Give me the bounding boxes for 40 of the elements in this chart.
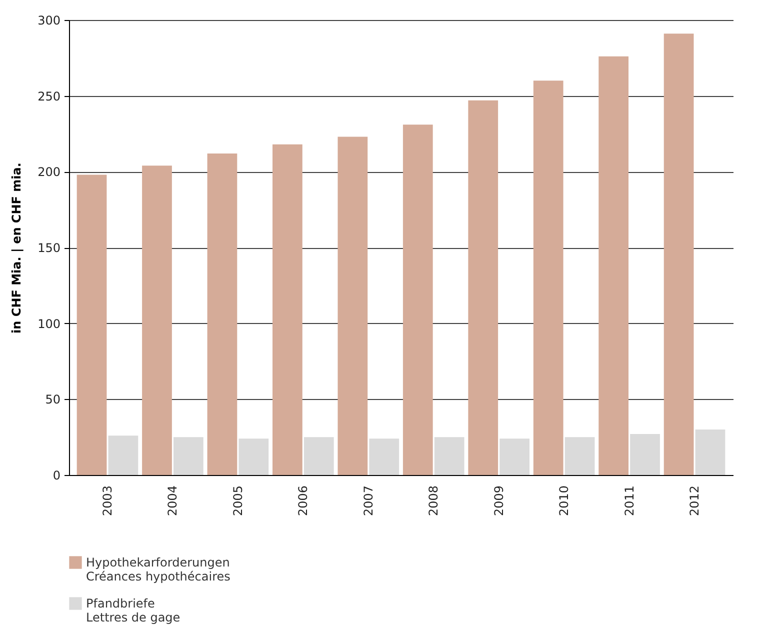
y-axis-title: in CHF Mia. | en CHF mia. xyxy=(10,162,24,334)
bar xyxy=(369,438,400,475)
x-tick-label: 2011 xyxy=(622,486,636,516)
y-tick-label: 150 xyxy=(38,241,60,255)
bar xyxy=(142,166,172,475)
x-tick-label: 2010 xyxy=(557,486,572,516)
y-tick-label: 250 xyxy=(38,89,60,104)
bar xyxy=(533,80,564,475)
y-tick-label: 100 xyxy=(38,316,60,331)
y-tick-label: 300 xyxy=(38,14,60,28)
bar xyxy=(238,438,269,475)
bar xyxy=(173,437,204,475)
bar xyxy=(338,136,368,475)
legend-label: Pfandbriefe Lettres de gage xyxy=(86,596,180,624)
x-tick-label: 2005 xyxy=(230,486,245,516)
bar xyxy=(272,144,302,475)
bar xyxy=(695,430,726,475)
bar xyxy=(402,124,433,475)
bar xyxy=(207,153,238,475)
bar xyxy=(598,56,629,475)
y-tick-label: 0 xyxy=(52,468,60,482)
bar xyxy=(468,100,498,475)
bar xyxy=(108,436,138,475)
y-tick-label: 50 xyxy=(45,392,60,407)
y-tick-label: 200 xyxy=(38,165,60,180)
x-tick-label: 2004 xyxy=(166,486,180,516)
x-tick-label: 2003 xyxy=(100,486,114,516)
bar xyxy=(434,437,464,475)
x-tick-label: 2012 xyxy=(688,486,702,516)
bar xyxy=(76,174,107,475)
x-tick-label: 2008 xyxy=(426,486,441,516)
bar xyxy=(564,437,595,475)
bar xyxy=(500,438,530,475)
bar xyxy=(664,34,694,475)
x-tick-label: 2006 xyxy=(296,486,310,516)
x-tick-label: 2009 xyxy=(492,486,506,516)
bar xyxy=(630,434,660,475)
x-tick-label: 2007 xyxy=(361,486,376,516)
bar xyxy=(304,437,334,475)
legend-label: Hypothekarforderungen Créances hypothécaires xyxy=(86,556,230,584)
